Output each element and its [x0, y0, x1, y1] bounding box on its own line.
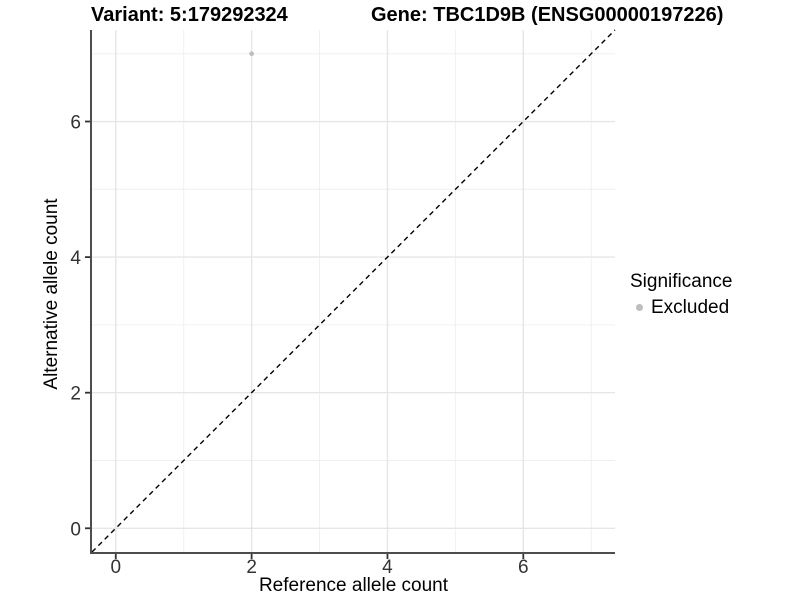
y-tick-label: 6 [70, 113, 81, 134]
y-axis-ticks: 0 2 4 6 [70, 113, 90, 540]
x-tick-label: 4 [382, 557, 393, 578]
plot-title-gene: Gene: TBC1D9B (ENSG00000197226) [371, 4, 724, 26]
x-tick-label: 2 [246, 557, 257, 578]
y-tick-label: 0 [70, 519, 81, 540]
legend-item-excluded: Excluded [630, 297, 732, 319]
legend-item-label: Excluded [651, 296, 730, 318]
y-axis-title: Alternative allele count [41, 198, 62, 390]
data-point [249, 51, 255, 57]
y-tick-label: 4 [70, 248, 81, 269]
grid-minor [92, 30, 615, 552]
x-axis-ticks: 0 2 4 6 [110, 554, 529, 578]
identity-line [91, 29, 616, 553]
legend: Significance Excluded [630, 271, 732, 319]
x-tick-label: 0 [110, 557, 121, 578]
legend-point-icon [636, 304, 643, 312]
x-tick-label: 6 [518, 557, 529, 578]
plot-title-variant: Variant: 5:179292324 [91, 4, 288, 26]
data-points [249, 51, 255, 57]
legend-title: Significance [630, 271, 733, 292]
x-axis-title: Reference allele count [258, 575, 449, 596]
grid-major [92, 30, 615, 552]
y-tick-label: 2 [70, 384, 81, 405]
